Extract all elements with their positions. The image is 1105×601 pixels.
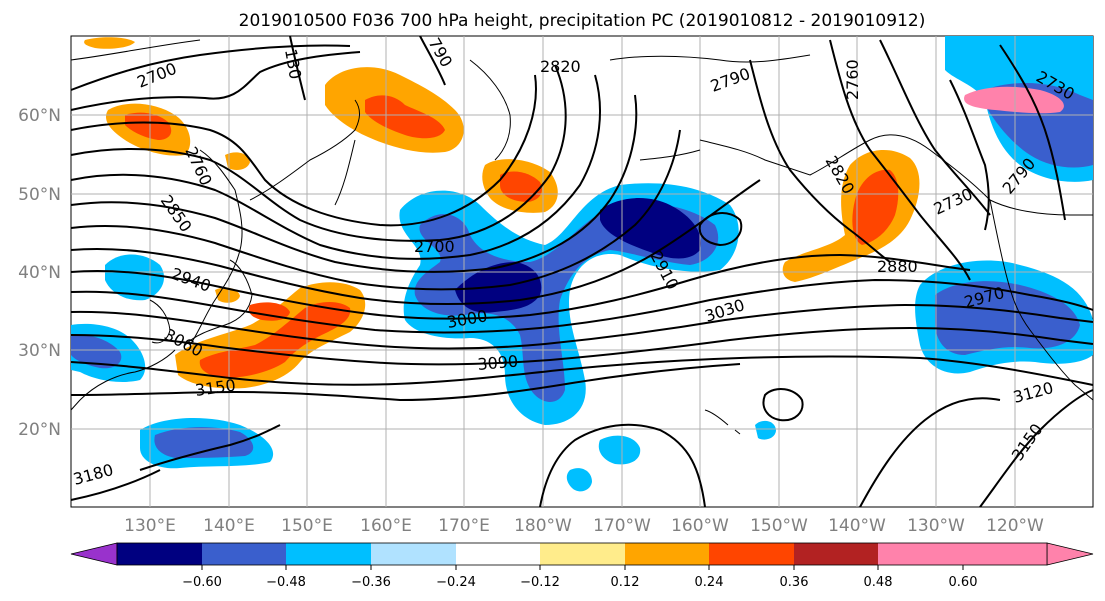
lon-label: 150°E — [281, 516, 333, 536]
contour-label: 2700 — [414, 237, 455, 256]
precip-pos-mid-japan-band — [199, 302, 351, 378]
precip-pos-mid-gulf — [852, 169, 899, 245]
precip-pos-pink-ne — [964, 86, 1064, 114]
lat-labels: 60°N 50°N 40°N 30°N 20°N — [18, 106, 61, 440]
colorbar-cell — [625, 543, 709, 565]
lon-label: 170°E — [438, 516, 490, 536]
map-title: 2019010500 F036 700 hPa height, precipit… — [239, 11, 926, 31]
colorbar-cell — [878, 543, 963, 565]
precip-pos-light-top — [84, 37, 135, 49]
contour-label: 3090 — [477, 352, 519, 374]
colorbar: −0.60 −0.48 −0.36 −0.24 −0.12 0.12 0.24 0.36 0.4… — [70, 542, 1094, 590]
colorbar-cell — [117, 543, 202, 565]
colorbar-tick-label: 0.36 — [780, 575, 809, 590]
precip-neg-light-japan — [105, 254, 165, 301]
precip-pos-mid-siberia — [365, 95, 445, 139]
colorbar-cell — [202, 543, 286, 565]
colorbar-cell — [709, 543, 794, 565]
height-contours — [70, 35, 1094, 508]
colorbar-tick-label: 0.24 — [695, 575, 724, 590]
colorbar-cell — [456, 543, 540, 565]
colorbar-cell — [963, 543, 1047, 565]
lat-label: 20°N — [18, 420, 61, 440]
colorbar-tick-label: −0.48 — [266, 575, 306, 590]
lon-label: 170°W — [593, 516, 651, 536]
coast-siberia — [249, 99, 360, 206]
colorbar-cell — [286, 543, 371, 565]
precip-negative — [71, 36, 1093, 492]
coast-aleutians — [639, 149, 701, 161]
colorbar-tick-label: −0.60 — [182, 575, 222, 590]
lat-label: 50°N — [18, 185, 61, 205]
coast-na-west — [989, 199, 1094, 401]
colorbar-cell — [794, 543, 878, 565]
lon-label: 150°W — [750, 516, 808, 536]
coast-asia — [70, 39, 243, 411]
lon-label: 140°E — [203, 516, 255, 536]
lon-label: 130°E — [124, 516, 176, 536]
map-panel: 2700 2820 2790 2760 2730 2760 2850 2940 … — [70, 35, 1094, 508]
colorbar-tick-label: −0.36 — [351, 575, 391, 590]
precip-neg-strong-aleutian — [600, 198, 701, 259]
precip-pos-mid-okhotsk — [125, 112, 172, 140]
coast-hawaii — [704, 409, 741, 435]
coast-korea — [149, 299, 171, 344]
lat-label: 60°N — [18, 106, 61, 126]
precip-neg-light-small — [755, 420, 776, 440]
precip-pos-light-okhotsk2 — [225, 152, 250, 170]
colorbar-cell — [540, 543, 625, 565]
lon-label: 120°W — [986, 516, 1044, 536]
lat-label: 40°N — [18, 263, 61, 283]
coast-kamchatka — [469, 59, 511, 161]
colorbar-high-arrow — [1046, 542, 1094, 566]
contour-label: 2880 — [877, 257, 918, 276]
lon-labels: 130°E 140°E 150°E 160°E 170°E 180°W 170°… — [124, 516, 1044, 536]
colorbar-cell — [371, 543, 456, 565]
colorbar-low-arrow — [70, 542, 118, 566]
lon-label: 180°W — [514, 516, 572, 536]
colorbar-tick-label: 0.60 — [949, 575, 978, 590]
contour-label: 2820 — [540, 57, 581, 76]
colorbar-tick-label: −0.24 — [436, 575, 476, 590]
precip-neg-light-hawaii2 — [566, 468, 592, 492]
lon-label: 140°W — [828, 516, 886, 536]
precip-neg-mid-na — [935, 281, 1080, 355]
coastlines — [70, 39, 1094, 435]
colorbar-tick-label: 0.12 — [611, 575, 640, 590]
lat-label: 30°N — [18, 341, 61, 361]
coast-alaska — [609, 54, 1093, 216]
lon-label: 130°W — [907, 516, 965, 536]
lon-label: 160°W — [671, 516, 729, 536]
precip-neg-mid-pacific — [414, 203, 719, 402]
contour-label: 2760 — [843, 59, 862, 100]
coast-japan — [184, 259, 253, 346]
precip-neg-light-hawaii — [598, 435, 641, 465]
precip-neg-mid-west — [71, 334, 122, 369]
lon-label: 160°E — [360, 516, 412, 536]
colorbar-tick-label: −0.12 — [520, 575, 560, 590]
colorbar-tick-label: 0.48 — [864, 575, 893, 590]
